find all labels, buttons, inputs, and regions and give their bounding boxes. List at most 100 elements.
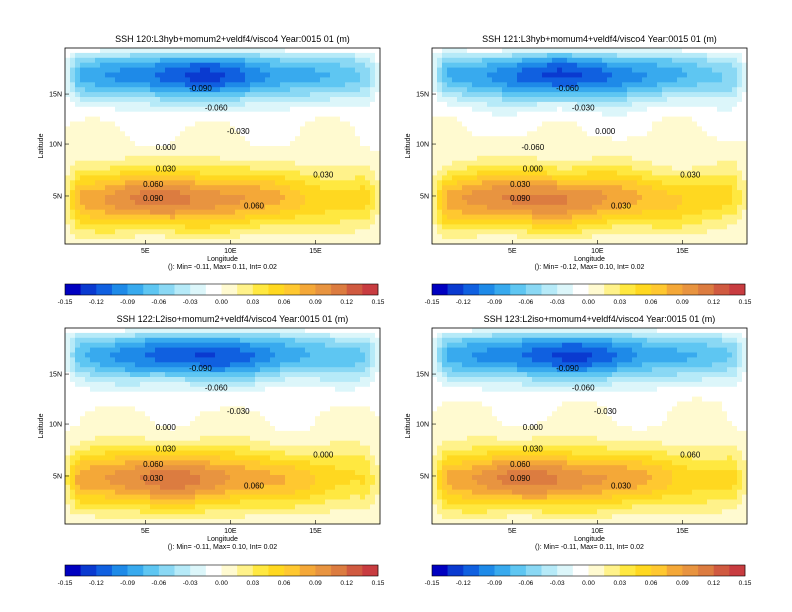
heatmap-cell bbox=[170, 199, 176, 206]
heatmap-cell bbox=[467, 62, 473, 69]
heatmap-cell bbox=[190, 87, 196, 93]
heatmap-cell bbox=[607, 224, 613, 230]
heatmap-cell bbox=[577, 204, 583, 211]
heatmap-cell bbox=[692, 170, 698, 176]
heatmap-cell bbox=[215, 160, 221, 167]
heatmap-cell bbox=[185, 82, 191, 88]
heatmap-cell bbox=[487, 82, 493, 88]
heatmap-cell bbox=[547, 48, 553, 54]
heatmap-cell bbox=[90, 190, 96, 196]
heatmap-cell bbox=[270, 155, 276, 162]
heatmap-cell bbox=[592, 204, 598, 211]
heatmap-cell bbox=[662, 155, 668, 162]
heatmap-cell bbox=[340, 185, 346, 191]
heatmap-cell bbox=[602, 175, 608, 181]
heatmap-cell bbox=[517, 214, 523, 220]
heatmap-cell bbox=[340, 52, 346, 59]
heatmap-cell bbox=[255, 57, 261, 64]
heatmap-cell bbox=[457, 52, 463, 59]
heatmap-cell bbox=[180, 204, 186, 211]
heatmap-cell bbox=[285, 229, 291, 235]
heatmap-cell bbox=[652, 82, 658, 88]
heatmap-cell bbox=[477, 219, 483, 225]
heatmap-cell bbox=[507, 52, 513, 59]
heatmap-cell bbox=[230, 106, 236, 113]
heatmap-cell bbox=[527, 214, 533, 220]
heatmap-cell bbox=[452, 160, 458, 167]
heatmap-cell bbox=[437, 199, 443, 206]
heatmap-cell bbox=[110, 57, 116, 64]
heatmap-cell bbox=[682, 160, 688, 167]
heatmap-cell bbox=[557, 146, 563, 152]
heatmap-cell bbox=[622, 234, 628, 240]
heatmap-cell bbox=[195, 87, 201, 93]
heatmap-cell bbox=[627, 204, 633, 211]
heatmap-cell bbox=[617, 106, 623, 113]
heatmap-cell bbox=[310, 77, 316, 83]
heatmap-cell bbox=[522, 116, 528, 122]
heatmap-cell bbox=[607, 67, 613, 73]
heatmap-cell bbox=[647, 131, 653, 137]
heatmap-cell bbox=[95, 160, 101, 167]
heatmap-cell bbox=[175, 106, 181, 113]
heatmap-cell bbox=[305, 155, 311, 162]
heatmap-cell bbox=[205, 48, 211, 54]
heatmap-cell bbox=[235, 190, 241, 196]
heatmap-cell bbox=[602, 97, 608, 103]
heatmap-cell bbox=[487, 224, 493, 230]
heatmap-cell bbox=[165, 126, 171, 132]
heatmap-cell bbox=[652, 116, 658, 122]
heatmap-cell bbox=[632, 92, 638, 98]
heatmap-cell bbox=[265, 160, 271, 167]
heatmap-cell bbox=[85, 209, 91, 216]
heatmap-cell bbox=[697, 155, 703, 162]
heatmap-cell bbox=[330, 48, 336, 54]
heatmap-cell bbox=[487, 57, 493, 64]
heatmap-cell bbox=[70, 180, 76, 186]
heatmap-cell bbox=[602, 160, 608, 167]
heatmap-cell bbox=[255, 121, 261, 127]
heatmap-cell bbox=[667, 239, 673, 245]
heatmap-cell bbox=[310, 116, 316, 122]
heatmap-cell bbox=[175, 224, 181, 230]
heatmap-cell bbox=[185, 121, 191, 127]
heatmap-cell bbox=[577, 146, 583, 152]
heatmap-cell bbox=[80, 136, 86, 142]
heatmap-cell bbox=[115, 97, 121, 103]
heatmap-cell bbox=[442, 170, 448, 176]
heatmap-cell bbox=[140, 131, 146, 137]
heatmap-cell bbox=[532, 199, 538, 206]
heatmap-cell bbox=[80, 165, 86, 171]
heatmap-cell bbox=[697, 97, 703, 103]
heatmap-cell bbox=[190, 101, 196, 108]
heatmap-cell bbox=[452, 52, 458, 59]
heatmap-cell bbox=[160, 52, 166, 59]
heatmap-cell bbox=[497, 92, 503, 98]
heatmap-cell bbox=[432, 160, 438, 167]
heatmap-cell bbox=[537, 92, 543, 98]
heatmap-cell bbox=[537, 199, 543, 206]
heatmap-cell bbox=[240, 136, 246, 142]
heatmap-cell bbox=[310, 146, 316, 152]
heatmap-cell bbox=[355, 111, 361, 118]
heatmap-cell bbox=[120, 190, 126, 196]
heatmap-cell bbox=[185, 190, 191, 196]
heatmap-cell bbox=[697, 219, 703, 225]
heatmap-cell bbox=[235, 195, 241, 201]
heatmap-cell bbox=[707, 136, 713, 142]
heatmap-cell bbox=[622, 97, 628, 103]
heatmap-cell bbox=[542, 204, 548, 211]
heatmap-cell bbox=[205, 180, 211, 186]
heatmap-cell bbox=[230, 52, 236, 59]
heatmap-cell bbox=[300, 106, 306, 113]
heatmap-cell bbox=[647, 239, 653, 245]
heatmap-cell bbox=[467, 92, 473, 98]
heatmap-cell bbox=[210, 121, 216, 127]
heatmap-cell bbox=[627, 214, 633, 220]
heatmap-cell bbox=[667, 155, 673, 162]
heatmap-cell bbox=[682, 116, 688, 122]
heatmap-cell bbox=[607, 219, 613, 225]
heatmap-cell bbox=[587, 92, 593, 98]
heatmap-cell bbox=[632, 199, 638, 206]
